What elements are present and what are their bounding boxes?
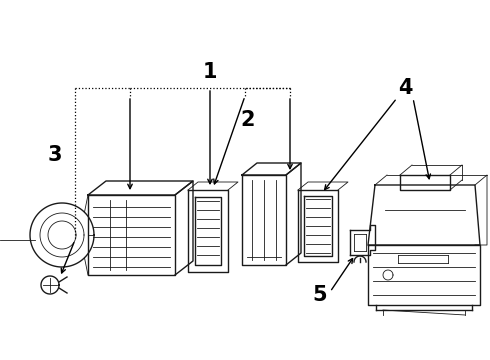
Text: 3: 3 (48, 145, 62, 165)
Text: 4: 4 (398, 78, 412, 98)
Text: 5: 5 (313, 285, 327, 305)
Text: 2: 2 (241, 110, 255, 130)
Text: 1: 1 (203, 62, 217, 82)
